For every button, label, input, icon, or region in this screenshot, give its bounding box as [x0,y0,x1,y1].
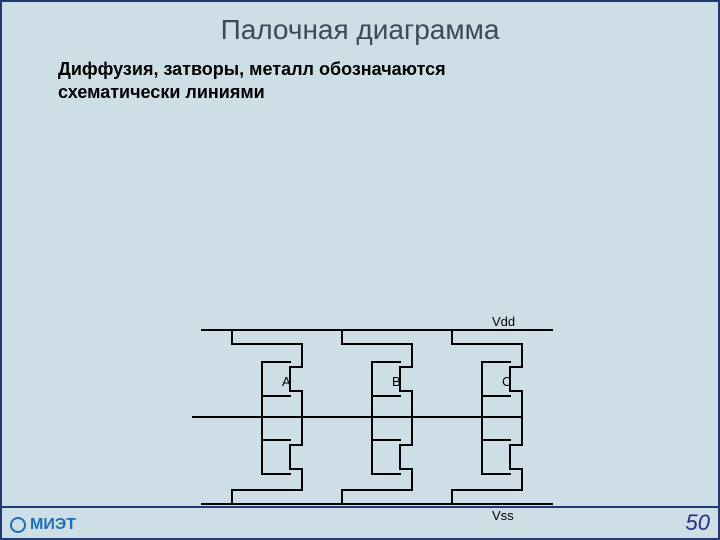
slide: Палочная диаграмма Диффузия, затворы, ме… [0,0,720,540]
slide-title-text: Палочная диаграмма [221,14,500,45]
svg-text:C: C [502,374,511,389]
slide-subtitle: Диффузия, затворы, металл обозначаются с… [2,46,718,103]
logo-icon [10,517,26,533]
svg-text:B: B [392,374,401,389]
stick-diagram-svg: VddVssABC [192,312,562,522]
slide-footer: МИЭТ 50 [2,506,718,538]
svg-text:Vdd: Vdd [492,314,515,329]
svg-text:A: A [282,374,291,389]
page-number: 50 [686,510,710,536]
stick-diagram: VddVssABC [192,312,562,527]
subtitle-line2: схематически линиями [58,82,265,102]
logo-text: МИЭТ [30,516,76,534]
slide-title: Палочная диаграмма [2,2,718,46]
subtitle-line1: Диффузия, затворы, металл обозначаются [58,59,446,79]
footer-logo: МИЭТ [10,516,76,534]
